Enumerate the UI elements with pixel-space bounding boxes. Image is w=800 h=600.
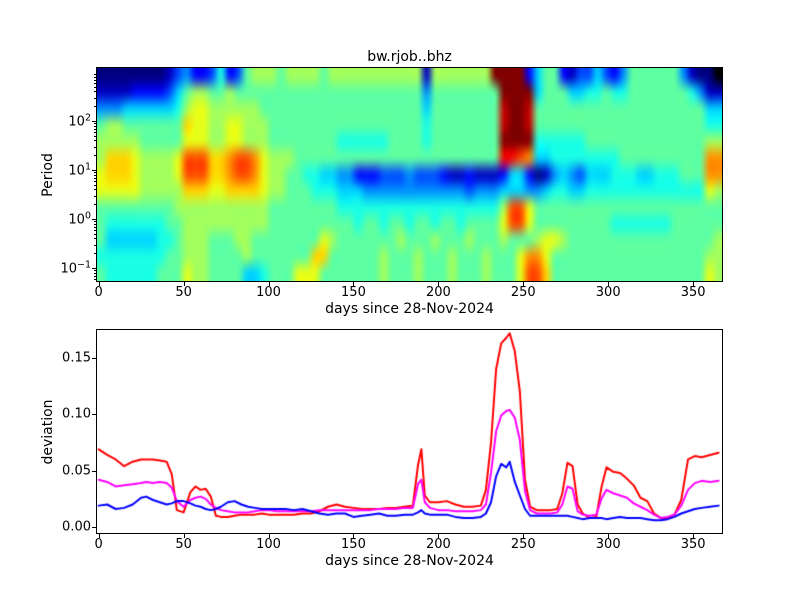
x-tick-label: 150 [341, 537, 366, 552]
x-tick [98, 282, 100, 286]
x-tick [523, 282, 525, 286]
y-minor-tick [94, 177, 96, 179]
y-minor-tick [94, 76, 96, 78]
y-minor-tick [94, 146, 96, 148]
x-tick-label: 350 [680, 537, 706, 552]
y-tick [92, 169, 96, 171]
x-tick-label: 200 [425, 537, 451, 552]
top-axes-frame [96, 67, 723, 282]
top-x-axis-label: days since 28-Nov-2024 [325, 301, 494, 317]
y-minor-tick [94, 270, 96, 272]
x-tick-label: 100 [256, 285, 281, 300]
x-tick-label: 200 [425, 285, 451, 300]
y-minor-tick [94, 86, 96, 88]
x-tick-label: 100 [256, 537, 281, 552]
y-minor-tick [94, 204, 96, 206]
y-minor-tick [94, 189, 96, 191]
y-tick-label: 0.15 [62, 350, 91, 366]
y-minor-tick [94, 223, 96, 225]
y-minor-tick [94, 135, 96, 137]
y-minor-tick [94, 221, 96, 223]
x-tick [693, 534, 695, 538]
y-tick [92, 120, 96, 122]
bottom-axes-frame [96, 329, 723, 534]
y-minor-tick [94, 91, 96, 93]
y-minor-tick [94, 195, 96, 197]
x-tick-label: 300 [595, 537, 621, 552]
x-tick [608, 282, 610, 286]
y-minor-tick [94, 106, 96, 108]
y-minor-tick [94, 172, 96, 174]
x-tick [268, 534, 270, 538]
y-tick [92, 527, 96, 529]
x-tick-label: 0 [94, 537, 103, 552]
y-tick-label: 102 [68, 112, 91, 130]
y-minor-tick [94, 233, 96, 235]
x-tick [98, 534, 100, 538]
x-tick-label: 300 [595, 285, 621, 300]
y-minor-tick [94, 140, 96, 142]
x-tick-label: 250 [510, 537, 536, 552]
x-tick-label: 50 [175, 537, 192, 552]
y-minor-tick [94, 131, 96, 133]
x-tick-label: 0 [94, 285, 103, 300]
y-minor-tick [94, 226, 96, 228]
y-tick [92, 358, 96, 360]
x-tick [438, 534, 440, 538]
y-tick-label: 0.10 [62, 406, 91, 422]
y-minor-tick [94, 74, 96, 76]
y-tick [92, 414, 96, 416]
y-minor-tick [94, 244, 96, 246]
y-minor-tick [94, 125, 96, 127]
y-tick [92, 268, 96, 269]
y-tick-label: 0.05 [62, 463, 91, 479]
y-minor-tick [94, 123, 96, 125]
y-minor-tick [94, 82, 96, 84]
y-tick-label: 101 [68, 161, 91, 179]
x-tick [693, 282, 695, 286]
bottom-x-axis-label: days since 28-Nov-2024 [325, 553, 494, 569]
y-tick-label: 100 [68, 210, 91, 228]
deviation-line-chart [97, 330, 722, 533]
y-tick-label: 10−1 [60, 259, 91, 277]
y-minor-tick [94, 155, 96, 157]
x-tick [353, 534, 355, 538]
x-tick [183, 282, 185, 286]
x-tick-label: 350 [680, 285, 706, 300]
x-tick-label: 150 [341, 285, 366, 300]
y-minor-tick [94, 128, 96, 130]
y-minor-tick [94, 180, 96, 182]
y-minor-tick [94, 174, 96, 176]
y-minor-tick [94, 238, 96, 240]
y-minor-tick [94, 278, 96, 280]
x-tick [438, 282, 440, 286]
x-tick [523, 534, 525, 538]
spectrogram-heatmap [97, 68, 722, 281]
x-tick [183, 534, 185, 538]
y-minor-tick [94, 275, 96, 277]
x-tick-label: 250 [510, 285, 536, 300]
y-minor-tick [94, 272, 96, 274]
y-minor-tick [94, 79, 96, 81]
y-minor-tick [94, 229, 96, 231]
y-minor-tick [94, 184, 96, 186]
x-tick [268, 282, 270, 286]
x-tick [353, 282, 355, 286]
x-tick [608, 534, 610, 538]
y-tick [92, 218, 96, 220]
y-minor-tick [94, 97, 96, 99]
plot-title: bw.rjob..bhz [367, 49, 452, 65]
x-tick-label: 50 [175, 285, 192, 300]
y-minor-tick [94, 253, 96, 255]
y-tick [92, 470, 96, 472]
y-tick-label: 0.00 [62, 519, 91, 535]
